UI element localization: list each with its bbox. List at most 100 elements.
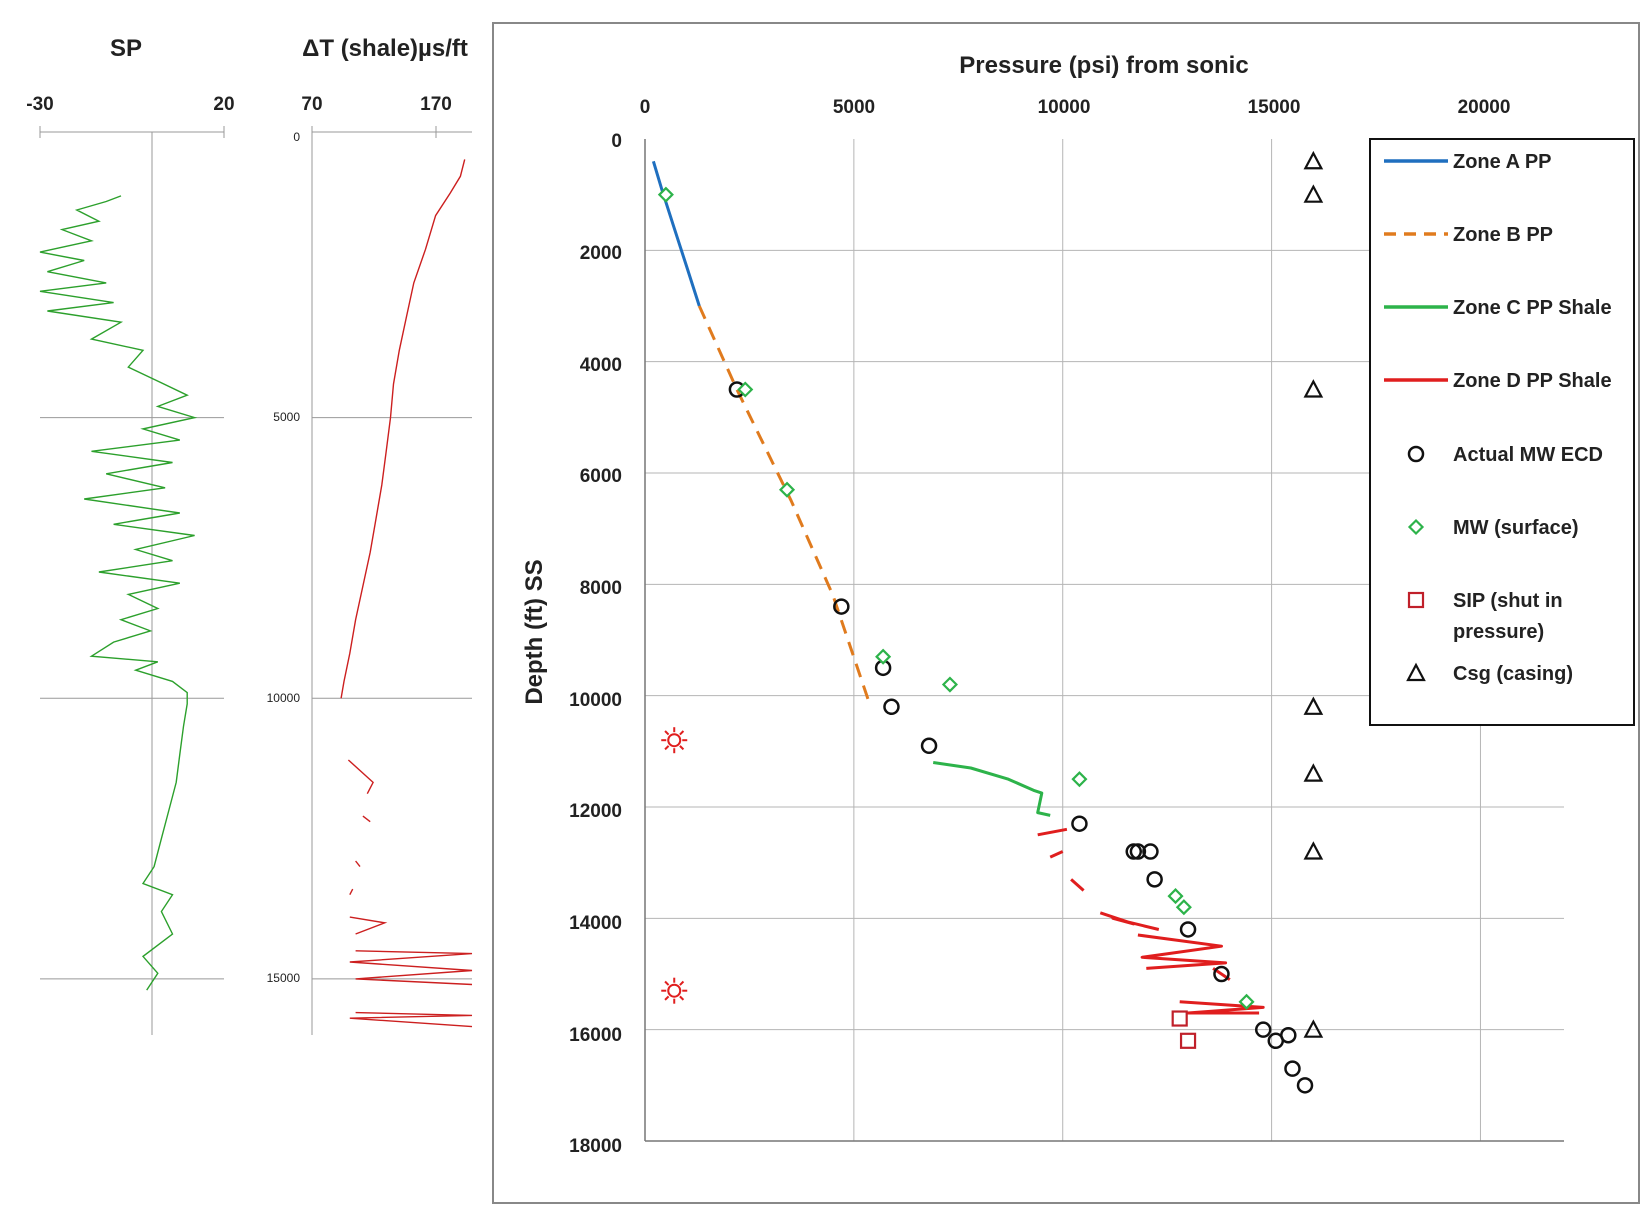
legend-label-sip-line1: SIP (shut in [1453,590,1563,612]
legend: Zone A PP Zone B PP Zone C PP Shale Zone… [1369,138,1635,726]
dt-ytick-5000: 5000 [273,410,300,424]
legend-label-actual-mw: Actual MW ECD [1453,444,1603,466]
sp-xtick-min: -30 [26,94,53,115]
series-5-diamond-marker-8 [1238,993,1255,1010]
series-3-line-1 [1049,850,1064,859]
series-1-line-0 [697,305,873,708]
series-4-circle-marker-3 [883,698,900,716]
series-4-circle-marker-8 [1142,843,1159,860]
series-5-diamond-marker-7 [1175,899,1192,916]
series-4-circle-marker-12 [1254,1021,1272,1038]
series-2-line-0 [932,761,1051,817]
pressure-y-title: Depth (ft) SS [521,559,548,704]
sp-panel: SP -30 20 [26,35,235,1035]
series-5-diamond-marker-4 [941,676,958,693]
dt-axes [311,126,472,1035]
sp-series-line-0 [39,195,198,991]
pressure-ytick-4000: 4000 [580,355,622,376]
dt-curve-segment-6 [349,950,473,986]
series-5-diamond-marker-3 [875,648,892,665]
sp-title: SP [110,35,142,62]
legend-box [1369,138,1635,726]
series-3-line-6 [1179,1000,1265,1015]
series-6-square-marker-1 [1179,1032,1197,1049]
series-7-triangle-marker-2 [1303,379,1324,398]
series-5-diamond-marker-1 [737,381,754,398]
series-7-triangle-marker-0 [1303,150,1324,170]
series-8-sun-marker-1 [661,977,688,1004]
series-4-circle-marker-4 [920,737,938,755]
legend-swatches [1384,159,1448,682]
dt-curve-segment-1 [347,759,374,795]
series-3-line-0 [1037,827,1068,837]
dt-curve-segment-0 [340,159,466,699]
dt-curve-segment-7 [349,1011,473,1028]
legend-swatch-5 [1407,518,1425,536]
dt-xtick-min: 70 [301,94,322,115]
sp-curve [39,195,198,991]
pressure-ytick-14000: 14000 [569,913,622,934]
series-4-circle-marker-16 [1296,1077,1314,1094]
series-3-line-3 [1099,911,1160,931]
legend-label-zone-d: Zone D PP Shale [1453,370,1612,392]
dt-curve-segment-2 [362,815,371,823]
series-4-circle-marker-14 [1280,1026,1297,1044]
pressure-xtick-20000: 20000 [1458,97,1511,118]
legend-label-zone-c: Zone C PP Shale [1453,297,1612,319]
pressure-ytick-12000: 12000 [569,801,622,822]
pressure-ytick-0: 0 [611,131,622,152]
series-3-line-2 [1070,878,1085,892]
legend-label-sip: SIP (shut in pressure) [1453,590,1568,643]
dt-curve-segment-4 [349,888,354,896]
series-8-sun-marker-0 [661,727,688,754]
pressure-ytick-6000: 6000 [580,466,622,487]
legend-label-mw-surface: MW (surface) [1453,517,1579,539]
series-4-circle-marker-9 [1146,871,1163,888]
pressure-ytick-2000: 2000 [580,243,622,264]
legend-swatch-6 [1407,591,1425,609]
series-7-triangle-marker-4 [1303,763,1324,782]
dt-curve [340,159,473,1028]
legend-swatch-7 [1406,662,1426,682]
pressure-ytick-18000: 18000 [569,1136,622,1157]
sp-xtick-max: 20 [213,94,234,115]
legend-label-zone-a: Zone A PP [1453,151,1552,173]
series-4-circle-marker-5 [1071,815,1088,832]
series-6-square-marker-0 [1171,1010,1188,1027]
pressure-xtick-0: 0 [640,97,651,118]
series-5-diamond-marker-0 [657,186,674,203]
series-5-diamond-marker-5 [1071,771,1088,788]
series-5-diamond-marker-2 [778,481,796,498]
pressure-series [651,150,1324,1094]
pressure-xtick-15000: 15000 [1248,97,1301,118]
series-5-diamond-marker-6 [1167,888,1184,905]
legend-label-zone-b: Zone B PP [1453,224,1553,246]
dt-ytick-15000: 15000 [267,971,301,985]
series-4-circle-marker-10 [1179,921,1197,938]
series-7-triangle-marker-1 [1303,184,1324,203]
dt-title: ΔT (shale)µs/ft [302,35,468,62]
pressure-ytick-16000: 16000 [569,1025,622,1046]
series-4-circle-marker-15 [1284,1060,1301,1077]
dt-curve-segment-3 [355,860,361,868]
dt-panel: ΔT (shale)µs/ft 70 170 0 5000 10000 1500… [267,35,473,1035]
series-4-circle-marker-1 [833,598,850,615]
series-4-circle-marker-7 [1129,843,1147,860]
legend-swatch-4 [1407,445,1425,463]
pressure-panel: Pressure (psi) from sonic Depth (ft) SS … [492,22,1640,1204]
pressure-ytick-10000: 10000 [569,690,622,711]
series-7-triangle-marker-6 [1303,1019,1324,1038]
series-7-triangle-marker-5 [1303,841,1324,860]
sp-axes [39,126,225,1035]
dt-ytick-10000: 10000 [267,691,301,705]
pressure-panel-border [492,22,1640,1204]
series-4-circle-marker-11 [1213,965,1230,983]
dt-xtick-max: 170 [420,94,452,115]
legend-label-casing: Csg (casing) [1453,663,1573,685]
dt-curve-segment-5 [349,916,388,935]
pressure-x-title: Pressure (psi) from sonic [959,52,1248,79]
pressure-xtick-5000: 5000 [833,97,875,118]
pressure-xtick-10000: 10000 [1038,97,1091,118]
